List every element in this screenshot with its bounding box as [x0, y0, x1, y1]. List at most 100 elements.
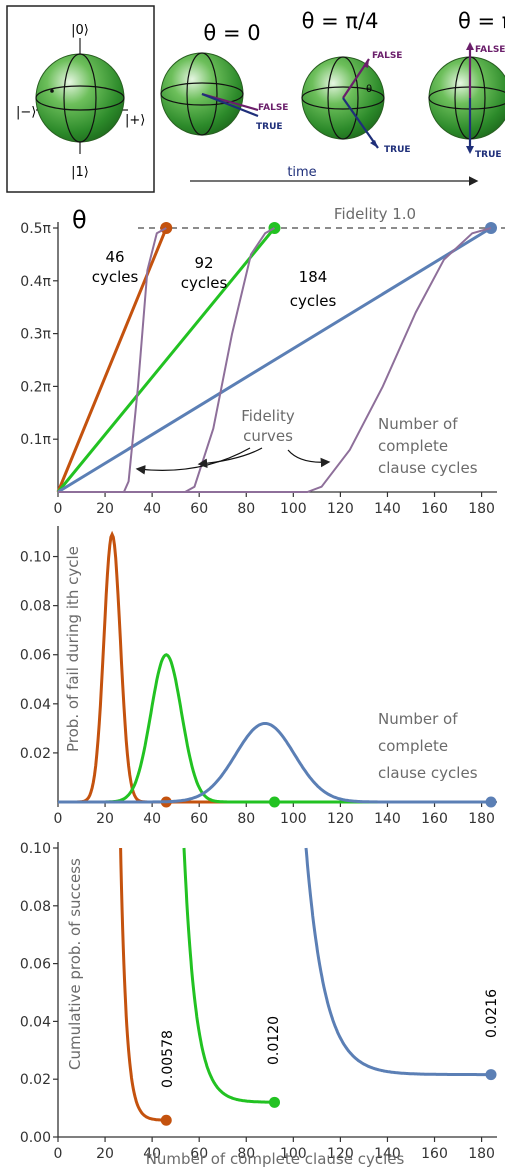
- x-tick-label: 40: [143, 811, 161, 827]
- ket-one-label: |1⟩: [71, 165, 89, 180]
- x-note-a-1: Number of: [378, 415, 458, 433]
- ket-plus-label: |+⟩: [125, 113, 145, 128]
- y-tick-label: 0.08: [20, 599, 51, 615]
- theta-line: [56, 227, 276, 493]
- true-label-1: TRUE: [384, 145, 411, 155]
- x-note-b-1: Number of: [378, 710, 458, 728]
- theta-0-label: θ = 0: [203, 21, 260, 45]
- y-axis-label-b: Prob. of fail during ith cycle: [64, 546, 82, 752]
- fidelity-arrow-3: [287, 449, 331, 468]
- x-tick-label: 180: [468, 811, 495, 827]
- chart-panel-a: 0 20 40 60 80 100 120 140 160 180 0.1π 0.2π 0.3π 0.4π…: [20, 221, 505, 517]
- x-tick-label: 140: [374, 811, 401, 827]
- false-label-1: FALSE: [372, 51, 402, 61]
- x-tick-label: 140: [374, 1146, 401, 1162]
- fidelity-curves-label-1: Fidelity: [241, 407, 295, 425]
- x-tick-label: 20: [96, 1146, 114, 1162]
- cumulative-success-curve: [182, 847, 275, 1104]
- y-tick-label: 0.02: [20, 1072, 51, 1088]
- chart-panel-c: 0 20 40 60 80 100 120 140 160 180 0.00 0.02 0.04 0.06…: [20, 841, 497, 1168]
- x-tick-label: 20: [96, 501, 114, 517]
- y-tick-label: 0.4π: [20, 274, 51, 290]
- true-vector: [201, 92, 259, 118]
- fidelity-curve: [58, 227, 492, 493]
- y-tick-label: 0.00: [20, 1130, 51, 1146]
- y-axis-label-c: Cumulative prob. of success: [66, 858, 84, 1070]
- endpoint-marker: [485, 1069, 497, 1081]
- equator: [35, 85, 125, 111]
- run-46-count: 46: [105, 248, 124, 266]
- x-tick-label: 80: [237, 1146, 255, 1162]
- endpoint-marker: [269, 796, 280, 808]
- x-tick-label: 0: [54, 811, 63, 827]
- endpoint-marker: [269, 1096, 280, 1108]
- theta-line: [57, 226, 492, 494]
- x-tick-label: 140: [374, 501, 401, 517]
- bloch-inset-frame: [6, 5, 155, 193]
- y-tick-label: 0.5π: [20, 221, 51, 237]
- x-axis-label-c: Number of complete clause cycles: [146, 1150, 405, 1168]
- panel-c-label-blue: 0.0216: [484, 989, 500, 1038]
- x-tick-label: 120: [327, 501, 354, 517]
- bloch-sphere-theta-pi2: [428, 42, 505, 154]
- theta-pi4-label: θ = π/4: [302, 9, 379, 33]
- y-tick-label: 0.06: [20, 648, 51, 664]
- x-tick-label: 40: [143, 1146, 161, 1162]
- x-tick-label: 180: [468, 501, 495, 517]
- x-tick-label: 100: [280, 501, 307, 517]
- x-note-b-2: complete: [378, 737, 448, 755]
- bloch-sphere-inset: [35, 38, 128, 154]
- x-tick-label: 100: [280, 811, 307, 827]
- x-tick-label: 180: [468, 1146, 495, 1162]
- bloch-sphere-theta-0: [160, 52, 259, 136]
- run-92-unit: cycles: [181, 274, 228, 292]
- time-label: time: [287, 165, 316, 180]
- panel-c-label-green: 0.0120: [266, 1016, 282, 1065]
- ket-zero-label: |0⟩: [71, 23, 89, 38]
- y-tick-label: 0.06: [20, 957, 51, 973]
- bloch-sphere-theta-pi4: [301, 56, 385, 149]
- x-tick-label: 80: [237, 811, 255, 827]
- x-tick-label: 120: [327, 1146, 354, 1162]
- x-note-b-3: clause cycles: [378, 764, 478, 782]
- fidelity-line-label: Fidelity 1.0: [334, 205, 416, 223]
- x-tick-label: 160: [421, 501, 448, 517]
- cumulative-success-curve: [119, 847, 167, 1122]
- x-tick-label: 0: [54, 501, 63, 517]
- fail-prob-curve: [58, 653, 275, 804]
- x-tick-label: 160: [421, 811, 448, 827]
- y-tick-label: 0.1π: [20, 432, 51, 448]
- x-tick-label: 0: [54, 1146, 63, 1162]
- x-tick-label: 120: [327, 811, 354, 827]
- x-tick-label: 20: [96, 811, 114, 827]
- x-tick-label: 40: [143, 501, 161, 517]
- y-tick-label: 0.08: [20, 899, 51, 915]
- theta-axis-symbol: θ: [72, 206, 87, 234]
- x-tick-label: 60: [190, 811, 208, 827]
- theta-angle-label: θ: [366, 84, 372, 95]
- cumulative-success-curve: [304, 847, 491, 1077]
- run-46-unit: cycles: [92, 268, 139, 286]
- bloch-sphere-row: |0⟩ |1⟩ |−⟩ |+⟩ θ = 0 FALSE TRUE θ = π/4…: [6, 5, 505, 193]
- run-92-count: 92: [194, 254, 213, 272]
- true-label-2: TRUE: [475, 150, 502, 160]
- minus-point: [50, 89, 54, 93]
- y-tick-label: 0.10: [20, 550, 51, 566]
- ket-minus-label: |−⟩: [16, 105, 36, 120]
- y-tick-label: 0.02: [20, 746, 51, 762]
- x-tick-label: 100: [280, 1146, 307, 1162]
- run-184-unit: cycles: [290, 292, 337, 310]
- endpoint-marker: [485, 796, 497, 808]
- y-tick-label: 0.04: [20, 1014, 51, 1030]
- false-label-0: FALSE: [258, 103, 288, 113]
- panel-c-label-orange: 0.00578: [160, 1030, 176, 1088]
- endpoint-marker: [160, 1114, 172, 1126]
- y-tick-label: 0.04: [20, 697, 51, 713]
- meridian: [63, 53, 97, 143]
- sphere: [35, 53, 125, 143]
- fidelity-curves-label-2: curves: [243, 427, 293, 445]
- chart-panel-b: 0 20 40 60 80 100 120 140 160 180 0.02 0.04 0.06 0.08…: [20, 526, 497, 827]
- theta-pi2-label: θ = π/2: [458, 9, 505, 33]
- x-tick-label: 160: [421, 1146, 448, 1162]
